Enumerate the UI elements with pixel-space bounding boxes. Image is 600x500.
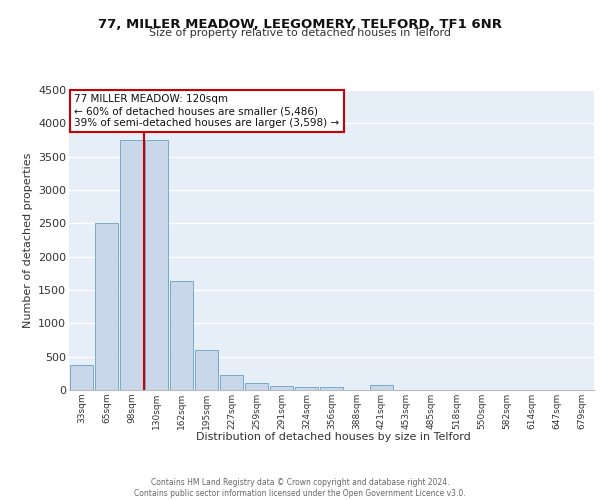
Y-axis label: Number of detached properties: Number of detached properties bbox=[23, 152, 32, 328]
Text: Contains HM Land Registry data © Crown copyright and database right 2024.
Contai: Contains HM Land Registry data © Crown c… bbox=[134, 478, 466, 498]
Bar bbox=[320, 388, 343, 390]
Bar bbox=[220, 374, 243, 390]
Bar bbox=[145, 140, 168, 390]
Bar bbox=[95, 224, 118, 390]
Bar bbox=[120, 140, 143, 390]
Bar bbox=[195, 350, 218, 390]
Bar bbox=[170, 280, 193, 390]
Bar bbox=[245, 384, 268, 390]
Bar bbox=[270, 386, 293, 390]
Text: 77 MILLER MEADOW: 120sqm
← 60% of detached houses are smaller (5,486)
39% of sem: 77 MILLER MEADOW: 120sqm ← 60% of detach… bbox=[74, 94, 340, 128]
Text: Size of property relative to detached houses in Telford: Size of property relative to detached ho… bbox=[149, 28, 451, 38]
Bar bbox=[295, 388, 318, 390]
Text: Distribution of detached houses by size in Telford: Distribution of detached houses by size … bbox=[196, 432, 470, 442]
Bar bbox=[70, 364, 93, 390]
Text: 77, MILLER MEADOW, LEEGOMERY, TELFORD, TF1 6NR: 77, MILLER MEADOW, LEEGOMERY, TELFORD, T… bbox=[98, 18, 502, 30]
Bar bbox=[370, 386, 393, 390]
